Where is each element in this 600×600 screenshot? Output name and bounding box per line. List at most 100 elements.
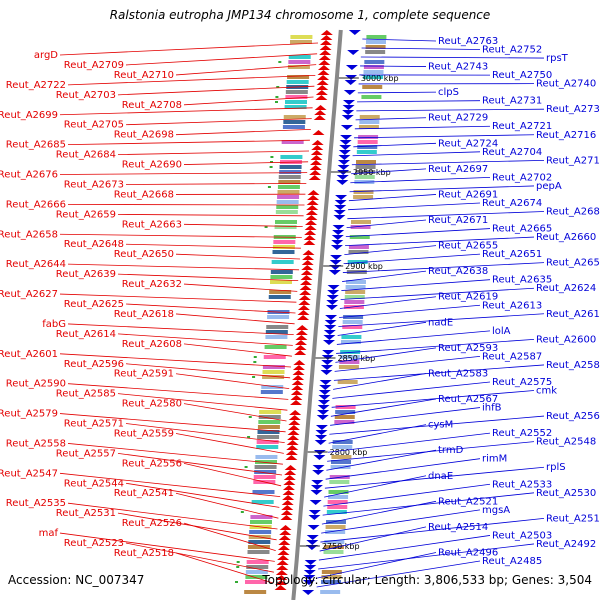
gene-leader-reverse — [357, 91, 437, 94]
gene-leader-reverse — [341, 279, 491, 291]
gene-leader-reverse — [330, 407, 481, 426]
feature-block — [255, 455, 278, 459]
gene-label-forward: Reut_A2666 — [6, 199, 66, 210]
feature-block — [343, 315, 364, 319]
gene-label-reverse: lolA — [492, 326, 511, 337]
feature-block — [283, 120, 306, 124]
feature-block — [244, 590, 267, 594]
feature-block — [321, 570, 342, 574]
gene-label-reverse: Reut_A2750 — [492, 70, 552, 81]
gene-leader-forward — [125, 423, 285, 443]
reverse-gene-arrow — [306, 535, 319, 540]
gene-leader-forward — [59, 413, 286, 433]
gene-label-forward: argD — [34, 50, 58, 61]
feature-tick — [267, 186, 271, 188]
forward-gene-arrow — [307, 190, 320, 195]
feature-block — [329, 480, 350, 484]
feature-block — [335, 405, 356, 409]
gene-leader-reverse — [350, 176, 491, 184]
forward-gene-arrow — [310, 160, 322, 165]
gene-label-forward: Reut_A2618 — [114, 309, 174, 320]
gene-label-reverse: rpsT — [546, 53, 569, 64]
gene-label-reverse: Reut_A2691 — [438, 189, 498, 200]
gene-leader-reverse — [361, 47, 481, 50]
reverse-gene-arrow — [320, 365, 333, 370]
feature-block — [251, 500, 274, 504]
gene-label-reverse: dnaE — [428, 471, 453, 482]
gene-label-reverse: Reut_A2503 — [492, 530, 552, 541]
gene-leader-reverse — [317, 552, 437, 579]
forward-gene-arrow — [287, 430, 300, 435]
feature-block — [262, 370, 285, 374]
forward-gene-arrow — [292, 365, 305, 370]
forward-gene-arrow — [315, 90, 328, 95]
forward-gene-arrow — [306, 205, 319, 210]
gene-label-reverse: clpS — [438, 87, 459, 98]
gene-leader-forward — [67, 502, 278, 530]
gene-leader-reverse — [333, 373, 427, 390]
gene-label-reverse: Reut_A2652 — [546, 258, 600, 269]
gene-leader-forward — [175, 129, 311, 136]
reverse-gene-arrow — [312, 465, 325, 470]
feature-block — [327, 500, 348, 504]
gene-label-reverse: Reut_A2533 — [492, 479, 552, 490]
forward-gene-arrow — [275, 580, 287, 585]
forward-gene-arrow — [317, 75, 330, 80]
feature-tick — [252, 376, 256, 378]
feature-block — [355, 170, 376, 174]
reverse-gene-arrow — [326, 300, 339, 305]
forward-gene-arrow — [314, 105, 327, 110]
gene-label-reverse: Reut_A2763 — [438, 36, 498, 47]
forward-gene-arrow — [316, 85, 329, 90]
feature-block — [323, 550, 344, 554]
forward-gene-arrow — [295, 340, 307, 345]
forward-gene-arrow — [281, 505, 294, 510]
gene-leader-reverse — [329, 415, 545, 435]
forward-gene-arrow — [297, 315, 310, 320]
gene-label-forward: Reut_A2703 — [56, 90, 116, 101]
gene-leader-reverse — [325, 458, 481, 480]
feature-block — [363, 75, 384, 79]
forward-gene-arrow — [277, 550, 290, 555]
forward-gene-arrow — [311, 145, 324, 150]
reverse-gene-arrow — [318, 395, 331, 400]
gene-leader-reverse — [339, 296, 437, 309]
gene-label-forward: Reut_A2558 — [6, 438, 66, 449]
reverse-gene-arrow — [321, 360, 334, 365]
gene-label-reverse: pepA — [536, 181, 562, 192]
feature-tick — [270, 156, 274, 158]
gene-label-reverse: Reut_A2485 — [482, 556, 542, 567]
forward-gene-arrow — [295, 335, 308, 340]
feature-block — [331, 460, 351, 464]
feature-block — [361, 95, 382, 99]
gene-label-reverse: Reut_A2651 — [482, 249, 542, 260]
feature-block — [270, 270, 293, 274]
feature-block — [265, 330, 288, 334]
gene-leader-forward — [175, 552, 274, 584]
gene-label-forward: Reut_A2523 — [64, 538, 124, 549]
reverse-gene-arrow — [304, 565, 317, 570]
gene-label-reverse: Reut_A2561 — [546, 411, 600, 422]
feature-block — [285, 95, 308, 99]
feature-block — [358, 125, 379, 129]
feature-block — [246, 560, 269, 564]
gene-label-reverse: Reut_A2514 — [428, 522, 488, 533]
forward-gene-arrow — [291, 385, 304, 390]
reverse-gene-arrow — [310, 490, 323, 495]
feature-block — [326, 520, 346, 524]
gene-leader-forward — [59, 472, 281, 497]
gene-leader-reverse — [357, 100, 481, 103]
feature-block — [353, 190, 374, 194]
forward-gene-arrow — [280, 515, 293, 520]
gene-leader-forward — [183, 522, 276, 551]
reverse-gene-arrow — [319, 385, 332, 390]
gene-label-forward: Reut_A2580 — [122, 399, 182, 410]
gene-label-forward: maf — [39, 528, 59, 539]
gene-label-reverse: cysM — [428, 420, 453, 431]
gene-leader-forward — [117, 512, 277, 541]
gene-leader-forward — [117, 85, 315, 96]
forward-gene-arrow — [299, 290, 312, 295]
forward-gene-arrow — [309, 170, 322, 175]
gene-label-reverse: Reut_A2711 — [546, 155, 600, 166]
